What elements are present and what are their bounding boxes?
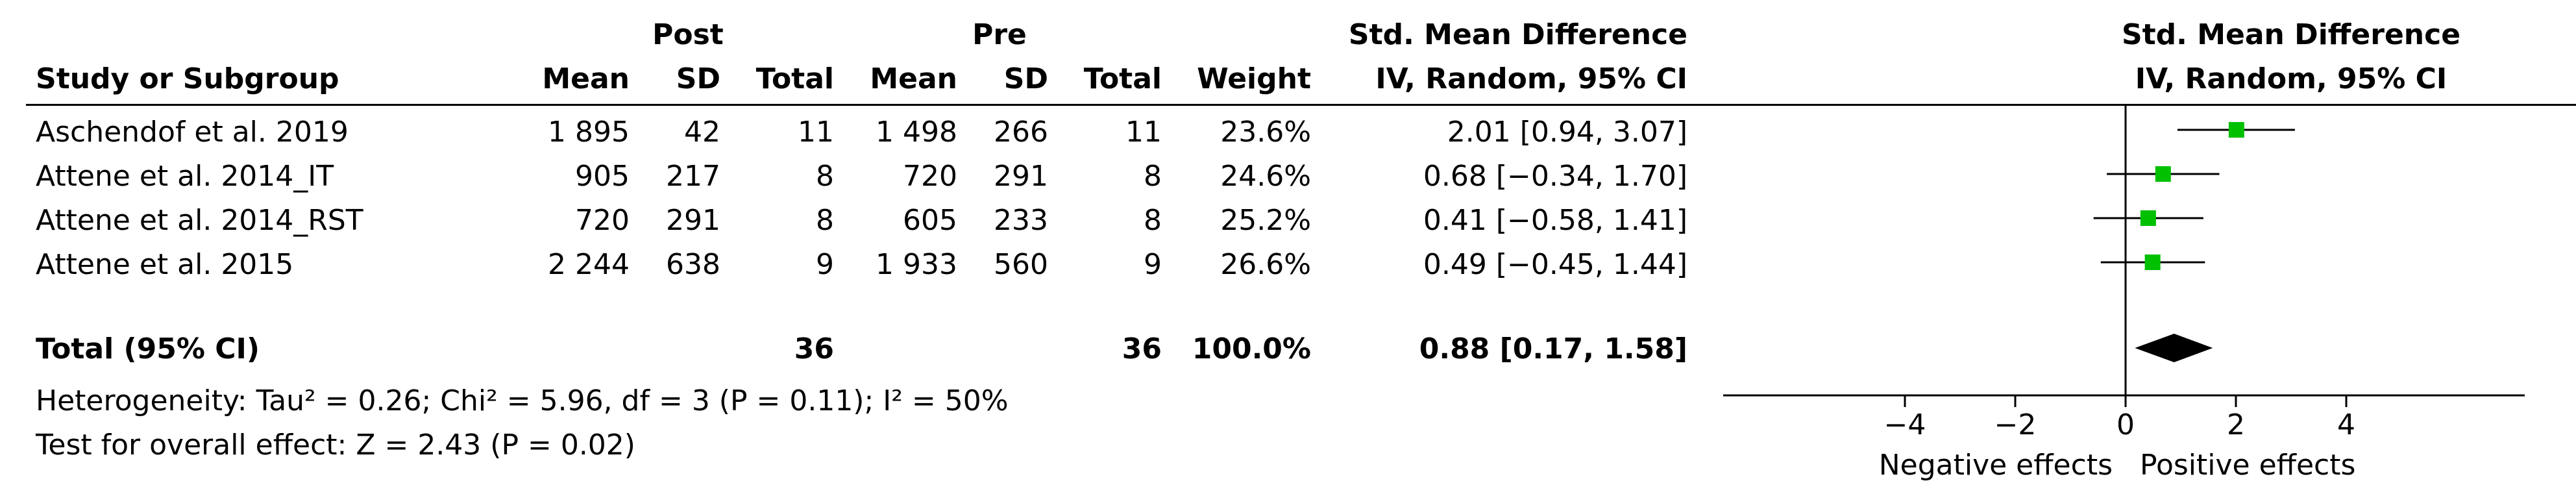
post-total: 8 <box>816 204 834 237</box>
weight: 23.6% <box>1220 116 1311 149</box>
pre-sd: 266 <box>994 116 1048 149</box>
pre-total: 9 <box>1144 248 1162 281</box>
tick-label: 4 <box>2337 408 2355 441</box>
smd-ci: 2.01 [0.94, 3.07] <box>1447 116 1687 149</box>
tick-label: 0 <box>2116 408 2135 441</box>
pre-sd: 560 <box>994 248 1048 281</box>
tick-label: −4 <box>1884 408 1926 441</box>
pre-mean: 1 498 <box>876 116 957 149</box>
pre-mean-header: Mean <box>870 62 957 95</box>
post-total: 9 <box>816 248 834 281</box>
study-column-header: Study or Subgroup <box>36 62 339 95</box>
pooled-diamond <box>2135 334 2213 362</box>
x-label-positive: Positive effects <box>2140 449 2355 482</box>
pre-mean: 720 <box>903 160 957 193</box>
pre-sd: 291 <box>994 160 1048 193</box>
pre-total: 11 <box>1125 116 1162 149</box>
post-mean: 2 244 <box>548 248 630 281</box>
study-marker <box>2140 210 2156 226</box>
pre-total: 8 <box>1144 204 1162 237</box>
pre-sd-header: SD <box>1003 62 1048 95</box>
tick-label: 2 <box>2227 408 2245 441</box>
pre-mean: 1 933 <box>876 248 957 281</box>
post-sd: 291 <box>666 204 720 237</box>
weight-header: Weight <box>1197 62 1311 95</box>
study-marker <box>2228 122 2244 138</box>
study-name: Attene et al. 2014_RST <box>36 204 363 237</box>
post-total-sum: 36 <box>794 332 834 366</box>
weight: 26.6% <box>1220 248 1311 281</box>
plot-header-title: Std. Mean Difference <box>2121 18 2461 51</box>
pre-group-header: Pre <box>972 18 1027 51</box>
pre-total: 8 <box>1144 160 1162 193</box>
header-divider <box>26 104 2576 106</box>
x-label-negative: Negative effects <box>1879 449 2113 482</box>
smd-ci: 0.68 [−0.34, 1.70] <box>1423 160 1687 193</box>
post-mean: 1 895 <box>548 116 630 149</box>
post-mean: 720 <box>575 204 630 237</box>
study-marker <box>2155 166 2171 182</box>
pooled-ci: 0.88 [0.17, 1.58] <box>1419 332 1687 366</box>
smd-header-title: Std. Mean Difference <box>1348 18 1687 51</box>
pre-mean: 605 <box>903 204 957 237</box>
post-total-header: Total <box>755 62 834 95</box>
total-label: Total (95% CI) <box>36 332 260 366</box>
post-mean-header: Mean <box>542 62 630 95</box>
post-mean: 905 <box>575 160 630 193</box>
heterogeneity-statistics: Heterogeneity: Tau² = 0.26; Chi² = 5.96,… <box>36 384 1009 417</box>
weight: 25.2% <box>1220 204 1311 237</box>
post-total: 11 <box>798 116 834 149</box>
study-name: Aschendof et al. 2019 <box>36 116 349 149</box>
post-sd: 638 <box>666 248 720 281</box>
post-total: 8 <box>816 160 834 193</box>
total-weight: 100.0% <box>1192 332 1311 366</box>
study-marker <box>2144 254 2161 270</box>
post-group-header: Post <box>652 18 724 51</box>
overall-effect-test: Test for overall effect: Z = 2.43 (P = 0… <box>36 428 635 462</box>
smd-ci: 0.49 [−0.45, 1.44] <box>1423 248 1687 281</box>
post-sd: 42 <box>684 116 720 149</box>
post-sd: 217 <box>666 160 720 193</box>
smd-header-method: IV, Random, 95% CI <box>1375 62 1687 95</box>
plot-header-method: IV, Random, 95% CI <box>2135 62 2447 95</box>
study-name: Attene et al. 2015 <box>36 248 294 281</box>
post-sd-header: SD <box>676 62 720 95</box>
pre-total-sum: 36 <box>1122 332 1162 366</box>
study-name: Attene et al. 2014_IT <box>36 160 334 193</box>
weight: 24.6% <box>1220 160 1311 193</box>
tick-label: −2 <box>1994 408 2037 441</box>
pre-sd: 233 <box>994 204 1048 237</box>
smd-ci: 0.41 [−0.58, 1.41] <box>1423 204 1687 237</box>
pre-total-header: Total <box>1083 62 1162 95</box>
